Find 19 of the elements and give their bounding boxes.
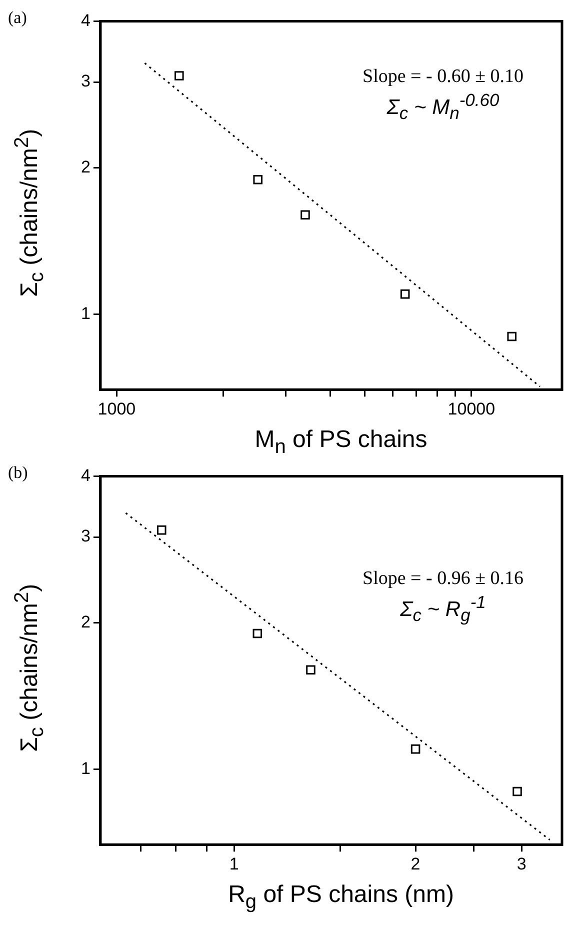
x-axis-title: R$_{g}$ of PS chains (nm) [227,881,455,914]
y-tick-label: 1 [80,304,90,323]
y-tick-label: 4 [80,466,90,485]
x-tick-label: 1 [229,854,239,874]
annotation: Slope = - 0.96 ± 0.16 [362,568,524,590]
annotation: Slope = - 0.60 ± 0.10 [362,66,524,88]
x-tick-label: 1000 [98,399,136,418]
chart-title: (b) [8,463,28,483]
y-tick-label: 3 [80,72,90,91]
y-tick-label: 3 [80,526,90,546]
x-tick-label: 2 [410,854,420,874]
y-tick-label: 4 [80,10,90,30]
y-tick-label: 1 [80,758,90,778]
x-tick-label: 10000 [448,399,496,418]
chart-title: (a) [8,8,27,28]
x-axis-title: M$_{n}$ of PS chains [254,426,428,459]
x-tick-label: 3 [516,854,526,874]
y-tick-label: 2 [80,157,90,176]
y-tick-label: 2 [80,612,90,632]
